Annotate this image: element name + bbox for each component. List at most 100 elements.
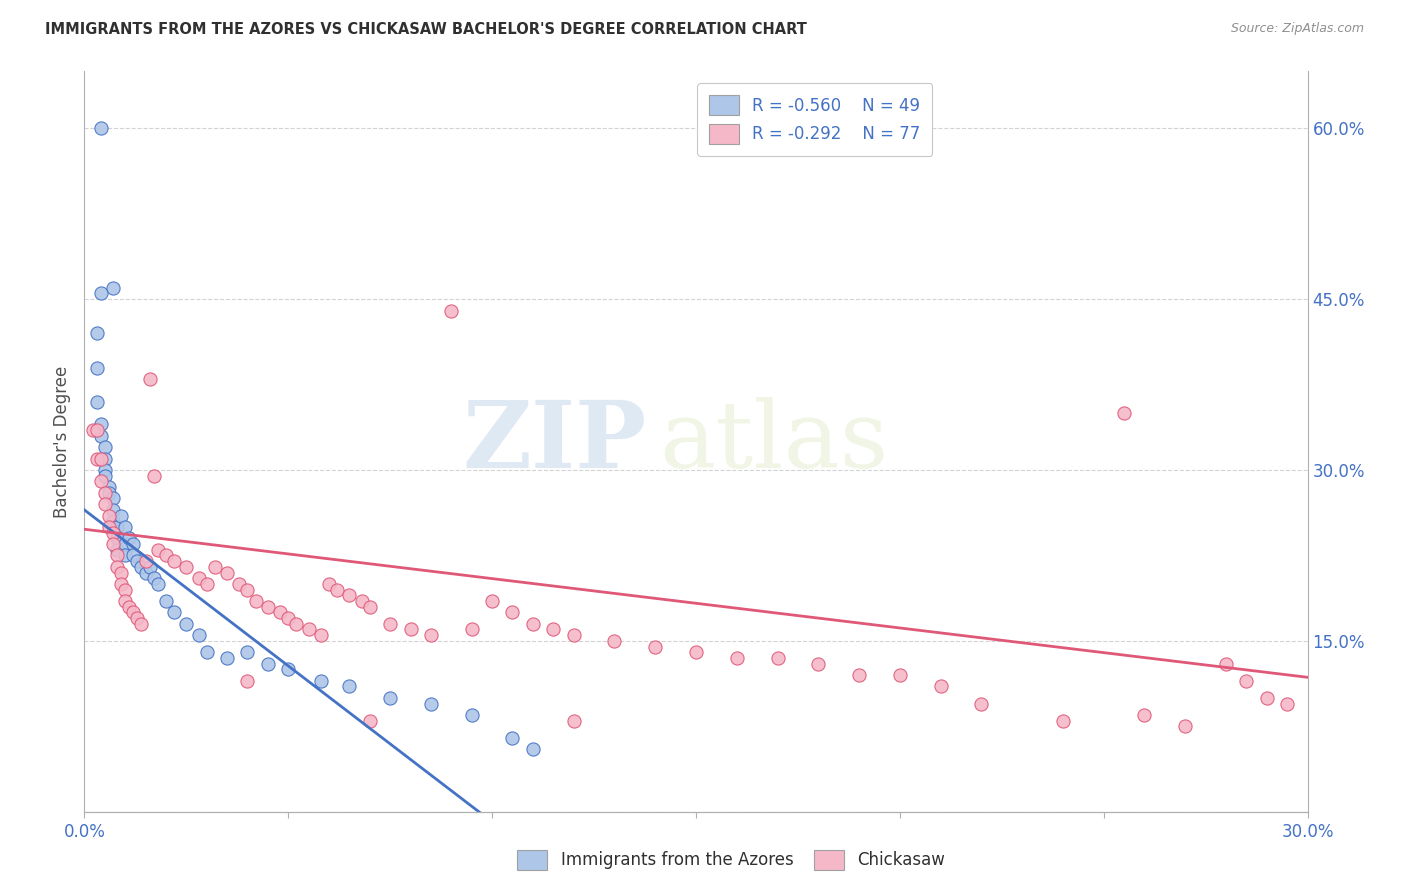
Point — [380, 616, 402, 631]
Point — [285, 616, 308, 631]
Point — [101, 281, 124, 295]
Point — [146, 542, 169, 557]
Point — [461, 707, 484, 722]
Point — [90, 286, 112, 301]
Point — [110, 577, 132, 591]
Point — [110, 566, 132, 580]
Point — [195, 577, 218, 591]
Point — [326, 582, 349, 597]
Point — [929, 680, 952, 694]
Point — [90, 121, 112, 136]
Point — [1114, 406, 1136, 420]
Point — [204, 559, 226, 574]
Point — [309, 628, 332, 642]
Legend: Immigrants from the Azores, Chickasaw: Immigrants from the Azores, Chickasaw — [510, 843, 952, 877]
Point — [114, 537, 136, 551]
Point — [105, 532, 128, 546]
Point — [228, 577, 250, 591]
Point — [562, 628, 585, 642]
Point — [339, 680, 361, 694]
Point — [339, 588, 361, 602]
Point — [101, 525, 124, 540]
Point — [318, 577, 340, 591]
Point — [543, 623, 565, 637]
Point — [97, 480, 120, 494]
Point — [217, 651, 239, 665]
Point — [93, 451, 115, 466]
Point — [86, 326, 108, 341]
Point — [105, 559, 128, 574]
Point — [1215, 657, 1237, 671]
Point — [86, 423, 108, 437]
Point — [90, 429, 112, 443]
Point — [848, 668, 870, 682]
Point — [257, 657, 280, 671]
Point — [114, 520, 136, 534]
Point — [101, 491, 124, 506]
Point — [359, 599, 381, 614]
Point — [187, 571, 209, 585]
Point — [1236, 673, 1258, 688]
Point — [277, 611, 299, 625]
Point — [142, 468, 165, 483]
Point — [97, 485, 120, 500]
Point — [298, 623, 321, 637]
Point — [138, 372, 160, 386]
Point — [105, 520, 128, 534]
Point — [131, 559, 153, 574]
Point — [105, 542, 128, 557]
Point — [110, 508, 132, 523]
Point — [1277, 697, 1299, 711]
Point — [122, 606, 145, 620]
Point — [461, 623, 484, 637]
Point — [502, 606, 524, 620]
Point — [644, 640, 666, 654]
Point — [138, 559, 160, 574]
Point — [97, 508, 120, 523]
Point — [82, 423, 104, 437]
Point — [236, 645, 259, 659]
Point — [245, 594, 267, 608]
Point — [807, 657, 830, 671]
Legend: R = -0.560    N = 49, R = -0.292    N = 77: R = -0.560 N = 49, R = -0.292 N = 77 — [697, 83, 932, 156]
Point — [93, 463, 115, 477]
Point — [118, 532, 141, 546]
Point — [86, 451, 108, 466]
Point — [135, 554, 157, 568]
Point — [142, 571, 165, 585]
Point — [122, 537, 145, 551]
Point — [420, 628, 443, 642]
Point — [420, 697, 443, 711]
Point — [277, 662, 299, 676]
Point — [502, 731, 524, 745]
Point — [127, 611, 149, 625]
Point — [114, 582, 136, 597]
Text: ZIP: ZIP — [463, 397, 647, 486]
Point — [359, 714, 381, 728]
Point — [1133, 707, 1156, 722]
Point — [135, 566, 157, 580]
Point — [97, 520, 120, 534]
Point — [118, 599, 141, 614]
Text: IMMIGRANTS FROM THE AZORES VS CHICKASAW BACHELOR'S DEGREE CORRELATION CHART: IMMIGRANTS FROM THE AZORES VS CHICKASAW … — [45, 22, 807, 37]
Point — [195, 645, 218, 659]
Point — [155, 594, 177, 608]
Point — [93, 485, 115, 500]
Point — [1256, 690, 1278, 705]
Point — [1052, 714, 1074, 728]
Point — [90, 451, 112, 466]
Point — [236, 673, 259, 688]
Text: atlas: atlas — [659, 397, 889, 486]
Point — [562, 714, 585, 728]
Point — [217, 566, 239, 580]
Point — [163, 554, 186, 568]
Point — [522, 616, 544, 631]
Point — [309, 673, 332, 688]
Point — [481, 594, 503, 608]
Text: Source: ZipAtlas.com: Source: ZipAtlas.com — [1230, 22, 1364, 36]
Point — [90, 475, 112, 489]
Point — [440, 303, 463, 318]
Point — [131, 616, 153, 631]
Point — [350, 594, 373, 608]
Point — [685, 645, 707, 659]
